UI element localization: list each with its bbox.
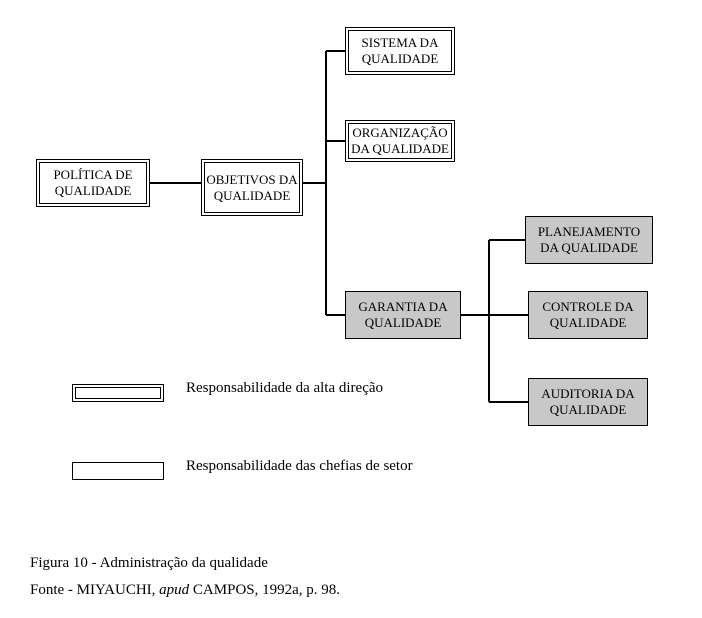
node-label: CONTROLE DA QUALIDADE xyxy=(533,299,643,330)
node-planejamento-da-qualidade: PLANEJAMENTO DA QUALIDADE xyxy=(525,216,653,264)
node-label: SISTEMA DA QUALIDADE xyxy=(350,35,450,66)
node-label: PLANEJAMENTO DA QUALIDADE xyxy=(530,224,648,255)
node-label: AUDITORIA DA QUALIDADE xyxy=(533,386,643,417)
diagram-stage: POLÍTICA DE QUALIDADE OBJETIVOS DA QUALI… xyxy=(0,0,702,618)
legend-swatch-single xyxy=(72,462,164,480)
node-label: ORGANIZAÇÃO DA QUALIDADE xyxy=(350,125,450,156)
node-controle-da-qualidade: CONTROLE DA QUALIDADE xyxy=(528,291,648,339)
node-label: OBJETIVOS DA QUALIDADE xyxy=(206,172,298,203)
node-organizacao-da-qualidade: ORGANIZAÇÃO DA QUALIDADE xyxy=(345,120,455,162)
legend-label: Responsabilidade das chefias de setor xyxy=(186,458,416,475)
node-label: POLÍTICA DE QUALIDADE xyxy=(41,167,145,198)
node-politica-de-qualidade: POLÍTICA DE QUALIDADE xyxy=(36,159,150,207)
node-sistema-da-qualidade: SISTEMA DA QUALIDADE xyxy=(345,27,455,75)
node-label: GARANTIA DA QUALIDADE xyxy=(350,299,456,330)
legend-label: Responsabilidade da alta direção xyxy=(186,380,396,397)
node-garantia-da-qualidade: GARANTIA DA QUALIDADE xyxy=(345,291,461,339)
legend-swatch-double xyxy=(72,384,164,402)
figure-caption: Figura 10 - Administração da qualidade xyxy=(30,555,268,572)
figure-source: Fonte - MIYAUCHI, apud CAMPOS, 1992a, p.… xyxy=(30,582,340,599)
node-objetivos-da-qualidade: OBJETIVOS DA QUALIDADE xyxy=(201,159,303,216)
node-auditoria-da-qualidade: AUDITORIA DA QUALIDADE xyxy=(528,378,648,426)
